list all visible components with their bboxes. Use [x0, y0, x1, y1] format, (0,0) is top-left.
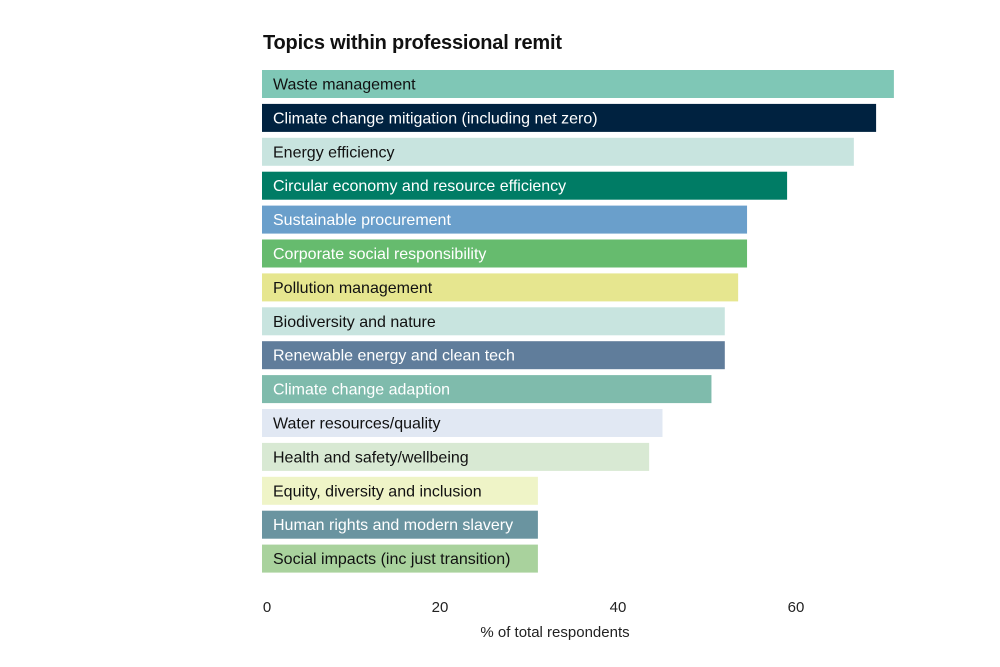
bar	[262, 544, 538, 573]
bar	[262, 70, 894, 98]
bar	[262, 205, 748, 234]
chart-title: Topics within professional remit	[263, 32, 562, 54]
x-tick-label: 40	[610, 599, 627, 616]
bar	[262, 442, 650, 471]
bar-label: Circular economy and resource efficiency	[273, 178, 566, 195]
x-tick-label: 60	[788, 599, 805, 616]
bar	[262, 510, 538, 539]
x-tick-label: 0	[263, 599, 271, 616]
bar-label: Human rights and modern slavery	[273, 517, 513, 534]
bar	[262, 341, 725, 370]
bar-label: Pollution management	[273, 280, 433, 297]
bar	[262, 103, 877, 132]
bar-label: Sustainable procurement	[273, 212, 451, 229]
bar	[262, 239, 748, 268]
bar	[262, 171, 788, 200]
x-tick-label: 20	[432, 599, 449, 616]
bar-label: Corporate social responsibility	[273, 246, 486, 263]
bar	[262, 137, 854, 166]
bar	[262, 307, 725, 336]
bar-label: Water resources/quality	[273, 416, 440, 433]
bar-label: Social impacts (inc just transition)	[273, 551, 510, 568]
bar	[262, 375, 712, 404]
bar	[262, 476, 538, 505]
bar-label: Health and safety/wellbeing	[273, 449, 469, 466]
bar-label: Renewable energy and clean tech	[273, 348, 515, 365]
bar	[262, 409, 663, 437]
bar-label: Equity, diversity and inclusion	[273, 483, 482, 500]
bar-label: Waste management	[273, 77, 416, 94]
bar-label: Energy efficiency	[273, 144, 395, 161]
x-axis-title: % of total respondents	[480, 624, 629, 641]
bar-label: Biodiversity and nature	[273, 314, 436, 331]
bar-label: Climate change adaption	[273, 382, 450, 399]
bar-label: Climate change mitigation (including net…	[273, 110, 598, 127]
bar	[262, 273, 739, 302]
